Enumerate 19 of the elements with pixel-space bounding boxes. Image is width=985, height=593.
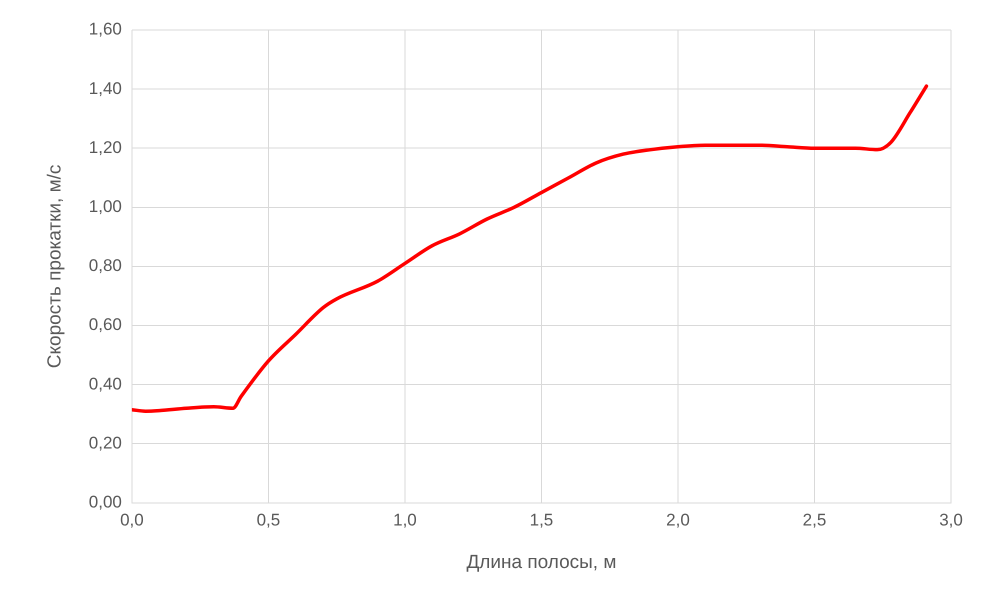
y-tick-label: 1,20 bbox=[88, 138, 122, 157]
y-tick-label: 0,60 bbox=[88, 315, 122, 334]
x-axis-title: Длина полосы, м bbox=[466, 552, 616, 573]
x-tick-label: 1,0 bbox=[393, 510, 417, 530]
x-tick-label: 0,0 bbox=[120, 510, 144, 530]
y-axis-title: Скорость прокатки, м/с bbox=[44, 164, 66, 368]
x-tick-label: 2,0 bbox=[666, 510, 690, 530]
x-tick-label: 0,5 bbox=[256, 510, 280, 530]
x-tick-label: 2,5 bbox=[802, 510, 826, 530]
y-tick-label: 1,40 bbox=[88, 78, 122, 98]
y-tick-label: 1,00 bbox=[88, 196, 122, 216]
line-series bbox=[132, 84, 928, 413]
y-tick-label: 0,40 bbox=[88, 374, 122, 394]
y-tick-label: 0,80 bbox=[88, 256, 122, 276]
x-tick-label: 1,5 bbox=[530, 510, 554, 530]
y-tick-label: 0,20 bbox=[88, 433, 122, 452]
x-tick-label: 3,0 bbox=[939, 510, 963, 530]
y-tick-label: 0,00 bbox=[88, 492, 122, 512]
y-tick-label: 1,60 bbox=[88, 20, 122, 39]
